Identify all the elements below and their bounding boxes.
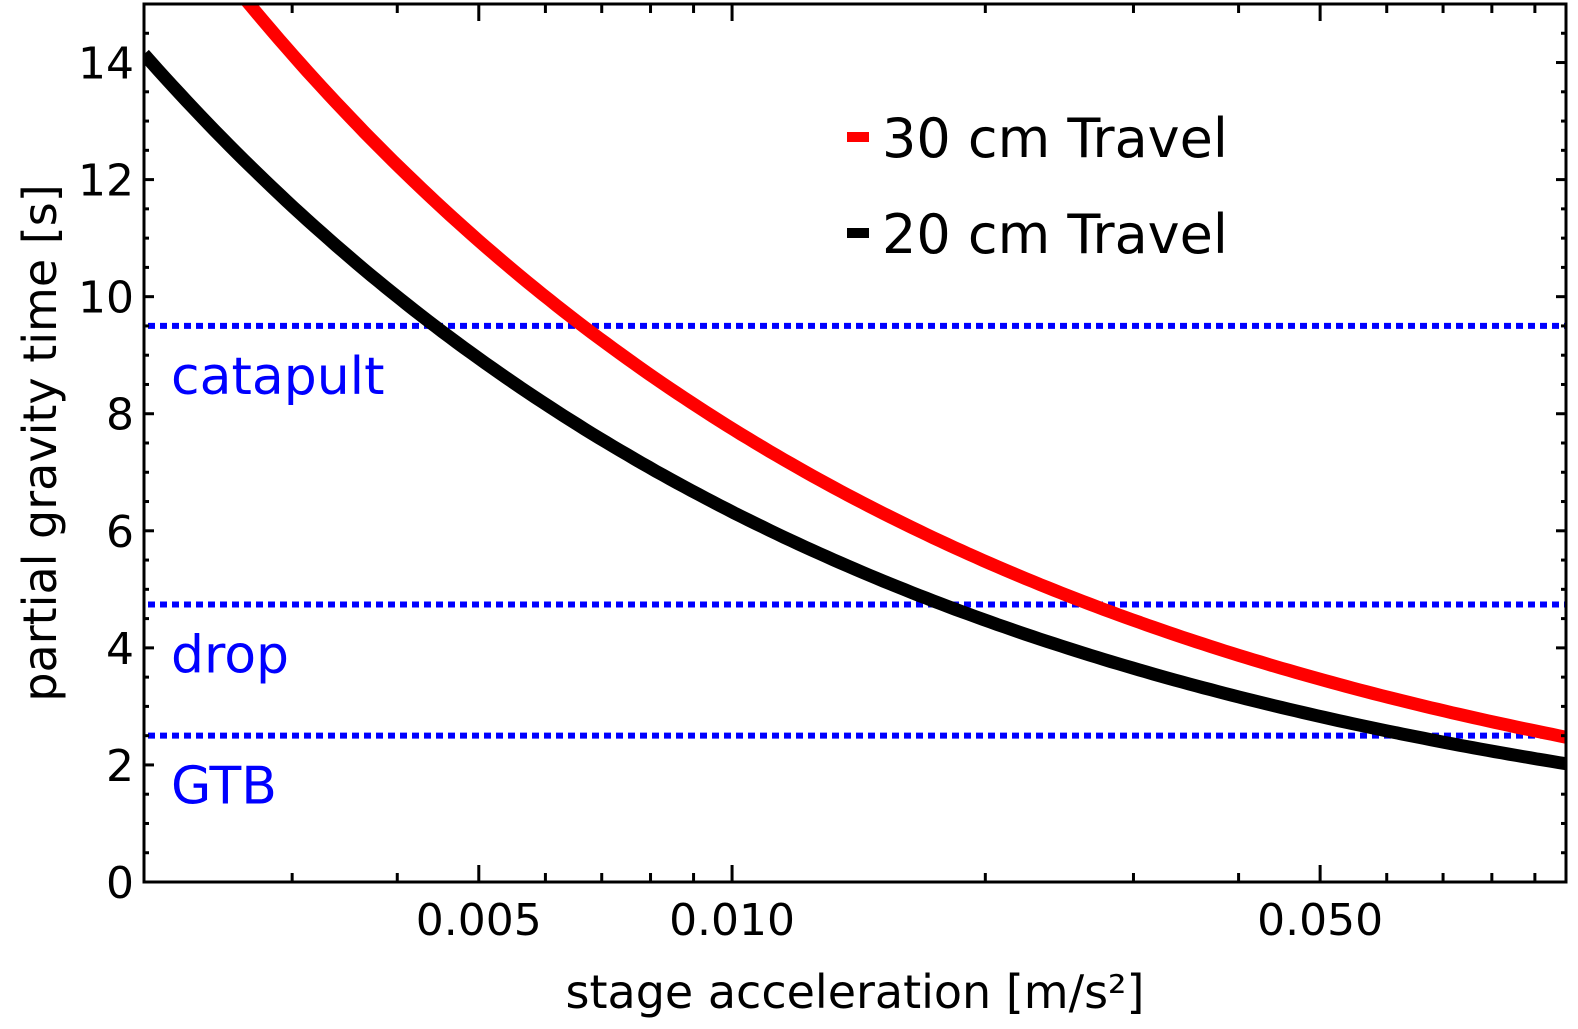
x-tick-label: 0.050 [1257,895,1383,946]
y-tick-label: 14 [78,39,134,90]
y-axis-label: partial gravity time [s] [13,184,67,701]
legend: 30 cm Travel 20 cm Travel [847,107,1228,266]
reference-line-labels: catapult drop GTB [171,347,385,817]
tick-labels: 0.005 0.010 0.050 0 2 4 6 8 10 12 14 [78,39,1383,946]
legend-swatch-20cm [847,228,869,238]
legend-swatch-30cm [847,132,869,142]
y-tick-label: 0 [106,858,134,909]
reference-label-drop: drop [171,626,289,686]
y-tick-label: 12 [78,156,134,207]
x-axis-label: stage acceleration [m/s²] [566,965,1145,1019]
y-tick-label: 8 [106,390,134,441]
plot-frame [142,2,1568,884]
series-line-20-cm-travel [144,49,1566,771]
legend-label-30cm: 30 cm Travel [882,107,1228,170]
y-tick-label: 2 [106,741,134,792]
y-tick-label: 6 [106,507,134,558]
reference-lines [148,322,1566,739]
reference-label-catapult: catapult [171,347,385,407]
x-tick-label: 0.010 [669,895,795,946]
y-tick-label: 10 [78,273,134,324]
y-tick-label: 4 [106,624,134,675]
data-series [144,4,1566,771]
series-line-30-cm-travel [240,4,1566,744]
reference-label-gtb: GTB [171,757,277,817]
legend-label-20cm: 20 cm Travel [882,203,1228,266]
x-tick-label: 0.005 [416,895,542,946]
